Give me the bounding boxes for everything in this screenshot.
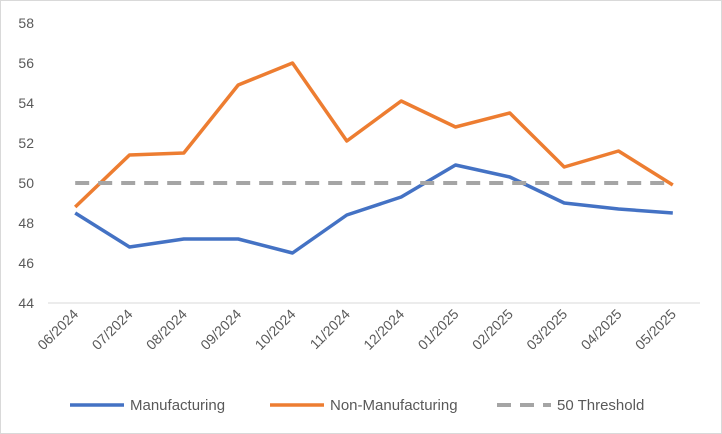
x-tick-label: 06/2024 xyxy=(34,306,81,353)
x-tick-label: 07/2024 xyxy=(89,306,136,353)
y-axis: 44 46 48 50 52 54 56 58 xyxy=(18,15,34,311)
x-tick-label: 02/2025 xyxy=(469,306,516,353)
x-tick-label: 04/2025 xyxy=(578,306,625,353)
x-tick-label: 11/2024 xyxy=(307,306,354,353)
x-tick-label: 10/2024 xyxy=(252,306,299,353)
legend-label-manufacturing: Manufacturing xyxy=(130,397,225,414)
y-tick-label: 46 xyxy=(18,255,34,271)
y-tick-label: 56 xyxy=(18,55,34,71)
x-tick-label: 08/2024 xyxy=(143,306,190,353)
x-tick-label: 01/2025 xyxy=(415,306,462,353)
y-tick-label: 48 xyxy=(18,215,34,231)
x-axis: 06/2024 07/2024 08/2024 09/2024 10/2024 11/20… xyxy=(34,302,700,353)
y-tick-label: 44 xyxy=(18,295,34,311)
x-tick-label: 05/2025 xyxy=(632,306,679,353)
y-tick-label: 54 xyxy=(18,95,34,111)
series-line-non-manufacturing xyxy=(73,61,674,209)
y-tick-label: 52 xyxy=(18,135,34,151)
x-tick-label: 09/2024 xyxy=(197,306,244,353)
x-tick-label: 03/2025 xyxy=(523,306,570,353)
x-tick-label: 12/2024 xyxy=(360,306,407,353)
y-tick-label: 50 xyxy=(18,175,34,191)
series-layer xyxy=(73,61,674,255)
legend: Manufacturing Non-Manufacturing 50 Thresho… xyxy=(70,397,644,414)
legend-label-50-threshold: 50 Threshold xyxy=(557,397,644,414)
legend-label-non-manufacturing: Non-Manufacturing xyxy=(330,397,458,414)
series-line-manufacturing xyxy=(74,163,673,255)
y-tick-label: 58 xyxy=(18,15,34,31)
